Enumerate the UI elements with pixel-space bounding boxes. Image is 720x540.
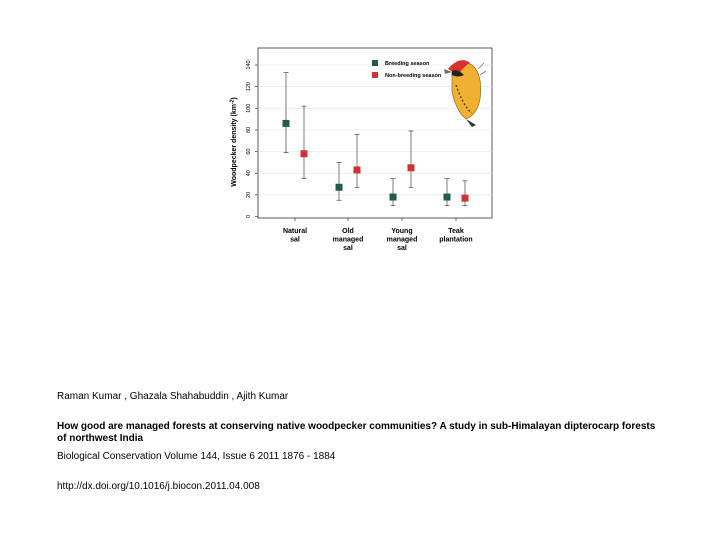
x-axis: Natural sal Old managed sal Young managed sal Te… bbox=[283, 218, 473, 252]
y-tick-label: 60 bbox=[246, 149, 252, 155]
series bbox=[282, 72, 469, 207]
series-group bbox=[282, 72, 451, 207]
citation-authors: Raman Kumar , Ghazala Shahabuddin , Ajit… bbox=[57, 391, 289, 402]
plot-frame bbox=[257, 47, 493, 219]
data-point bbox=[282, 119, 290, 127]
y-tick-label: 40 bbox=[246, 170, 252, 176]
citation-doi: http://dx.doi.org/10.1016/j.biocon.2011.… bbox=[57, 481, 260, 492]
legend-label: Non-breeding season bbox=[385, 73, 442, 79]
series-group bbox=[300, 105, 469, 207]
grid bbox=[258, 64, 492, 196]
y-tick-label: 0 bbox=[246, 215, 252, 218]
y-tick-label: 120 bbox=[246, 82, 252, 91]
data-point bbox=[335, 183, 343, 191]
x-tick-label: Teak plantation bbox=[439, 228, 472, 244]
x-tick-label: Natural sal bbox=[283, 228, 307, 244]
legend-label: Breeding season bbox=[385, 61, 430, 67]
data-point bbox=[300, 150, 308, 158]
y-axis: 0 20 40 60 80 100 120 140 bbox=[246, 60, 258, 218]
legend: Breeding season Non-breeding season bbox=[372, 60, 442, 79]
y-tick-label: 100 bbox=[246, 104, 252, 113]
legend-swatch bbox=[372, 60, 378, 66]
y-axis-label: Woodpecker density (km-2) bbox=[230, 97, 239, 187]
citation-journal: Biological Conservation Volume 144, Issu… bbox=[57, 451, 336, 462]
data-point bbox=[389, 193, 397, 201]
woodpecker-icon bbox=[444, 60, 487, 127]
data-point bbox=[407, 164, 415, 172]
data-point bbox=[353, 166, 361, 174]
y-tick-label: 80 bbox=[246, 127, 252, 133]
y-axis-title: Woodpecker density (km-2) bbox=[230, 97, 239, 187]
citation-title: How good are managed forests at conservi… bbox=[57, 421, 656, 444]
x-tick-label: Old managed sal bbox=[333, 228, 364, 252]
data-point bbox=[461, 194, 469, 202]
legend-swatch bbox=[372, 72, 378, 78]
data-point bbox=[443, 193, 451, 201]
y-tick-label: 140 bbox=[246, 60, 252, 69]
x-tick-label: Young managed sal bbox=[387, 228, 418, 252]
y-tick-label: 20 bbox=[246, 192, 252, 198]
